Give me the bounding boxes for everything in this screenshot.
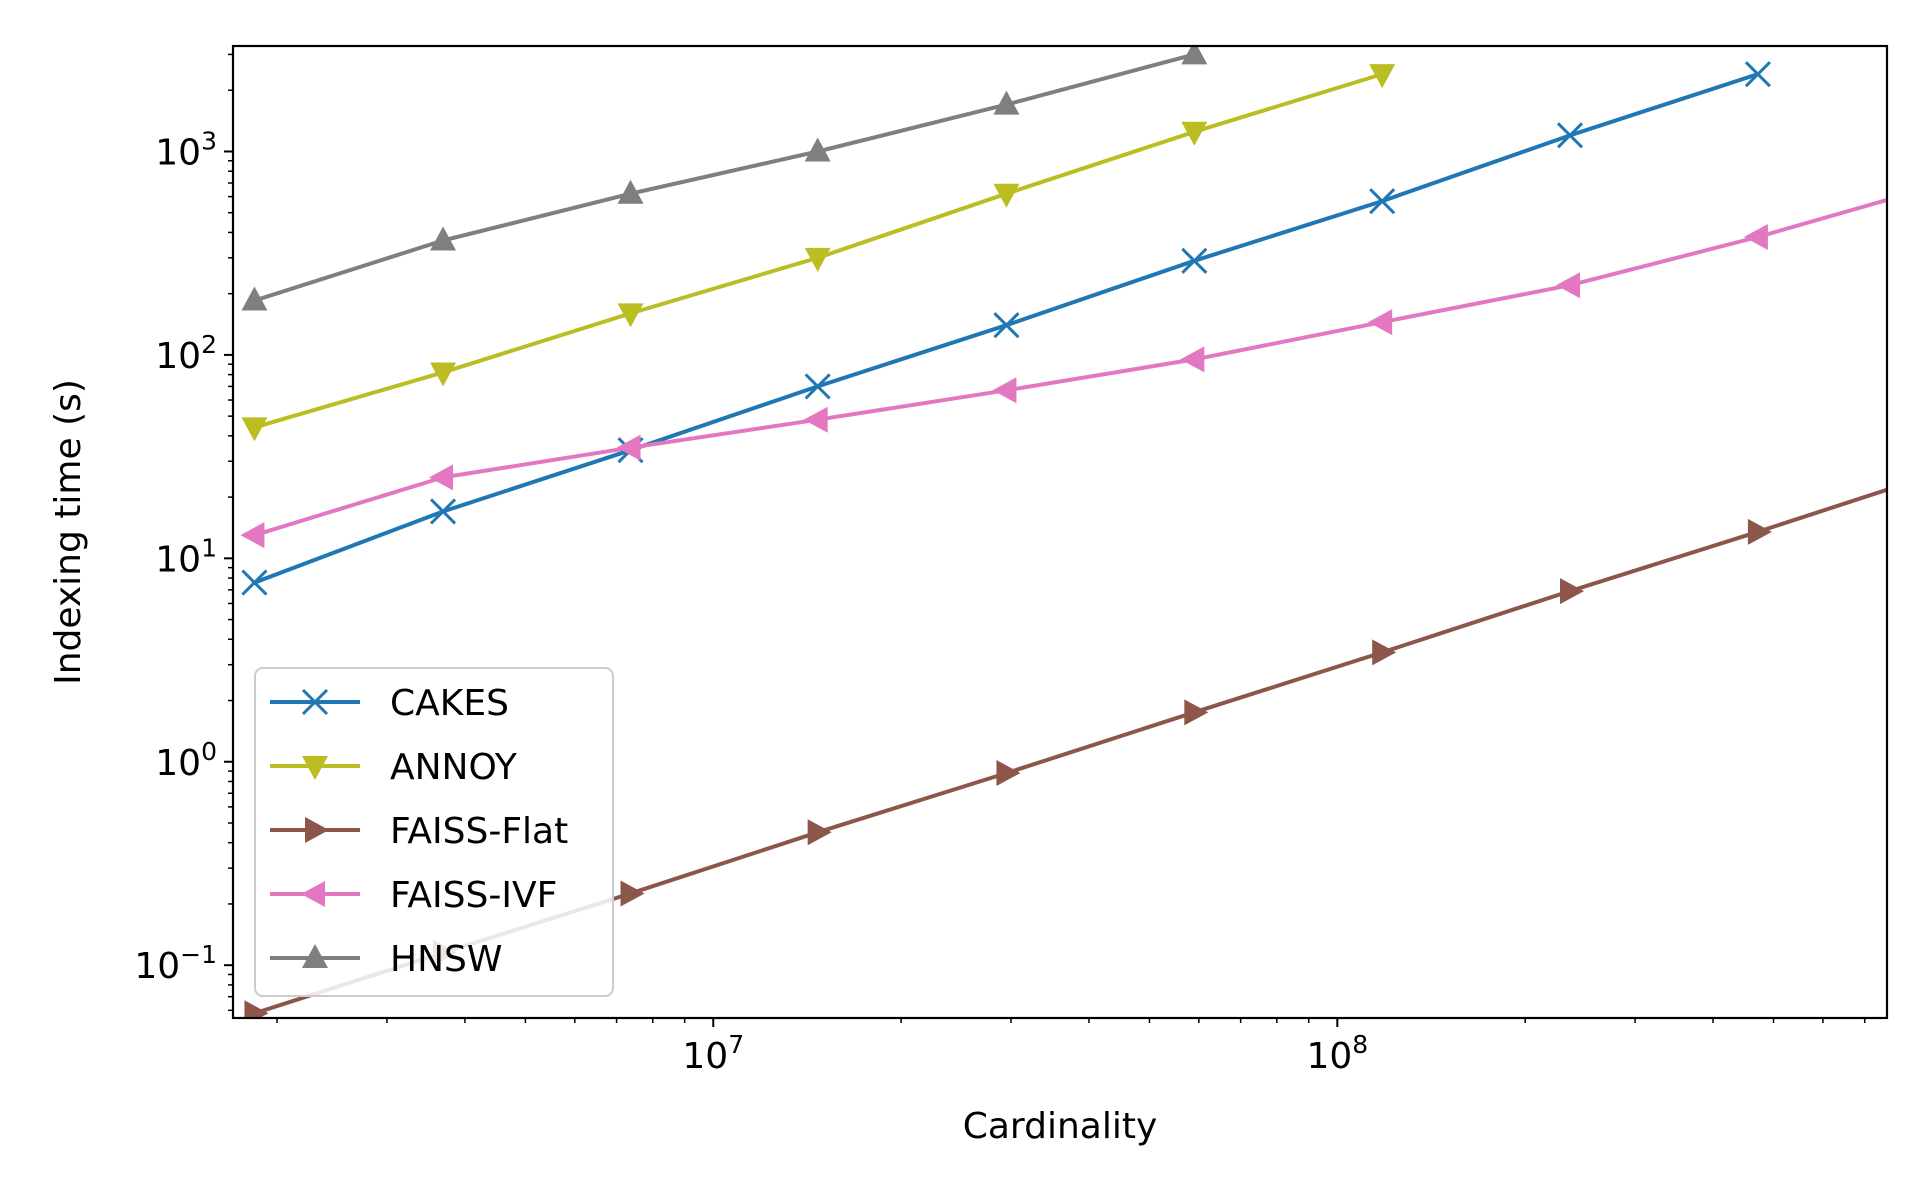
legend-item-faiss-flat: FAISS-Flat	[270, 811, 568, 852]
data-point-cakes	[1744, 61, 1771, 88]
legend-label-annoy: ANNOY	[390, 747, 518, 788]
data-point-hnsw	[617, 179, 644, 204]
data-point-faiss-ivf	[616, 434, 641, 461]
data-point-annoy	[430, 362, 457, 387]
legend-marker-annoy	[302, 756, 328, 780]
y-tick-label: 101	[155, 533, 217, 580]
legend-label-hnsw: HNSW	[390, 939, 502, 980]
legend-item-faiss-ivf: FAISS-IVF	[270, 875, 557, 916]
legend-marker-faiss-flat	[305, 817, 329, 843]
plot-frame	[231, 44, 1889, 1020]
data-point-faiss-ivf	[1743, 223, 1768, 250]
data-point-hnsw	[1181, 46, 1208, 65]
data-point-cakes	[993, 312, 1020, 339]
data-point-faiss-flat	[620, 880, 645, 907]
legend-item-annoy: ANNOY	[270, 747, 518, 788]
x-axis-label: Cardinality	[963, 1106, 1158, 1147]
data-point-annoy	[1181, 121, 1208, 146]
data-point-faiss-ivf	[1556, 272, 1581, 299]
legend-label-faiss-flat: FAISS-Flat	[390, 811, 568, 852]
data-point-annoy	[617, 303, 644, 328]
legend-marker-faiss-ivf	[301, 881, 325, 907]
data-point-faiss-ivf	[1180, 346, 1205, 373]
x-tick-label: 108	[1306, 1030, 1368, 1077]
data-point-cakes	[1181, 247, 1208, 274]
data-point-faiss-flat	[1560, 578, 1585, 605]
y-axis-label: Indexing time (s)	[48, 379, 89, 685]
data-point-faiss-ivf	[1368, 309, 1393, 336]
data-point-hnsw	[804, 137, 831, 162]
data-point-faiss-flat	[1747, 518, 1772, 545]
y-tick-label: 102	[155, 330, 217, 377]
data-point-hnsw	[993, 90, 1020, 115]
data-point-cakes	[1556, 122, 1584, 149]
legend-label-cakes: CAKES	[390, 683, 509, 724]
data-point-faiss-ivf	[429, 464, 454, 491]
data-point-cakes	[241, 569, 268, 596]
data-point-annoy	[241, 417, 268, 442]
data-point-faiss-ivf	[240, 522, 265, 549]
series-hnsw	[241, 46, 1208, 311]
data-point-cakes	[429, 498, 457, 525]
data-point-hnsw	[430, 226, 457, 251]
legend: CAKES ANNOY FAISS-Flat FAISS-IVF HNSW	[254, 667, 614, 997]
data-point-cakes	[804, 373, 831, 400]
legend-item-hnsw: HNSW	[270, 939, 502, 980]
axis-ticks: 107 108 10−1 100 101 102 103	[134, 53, 1866, 1077]
data-point-faiss-flat	[244, 1000, 269, 1018]
data-point-faiss-ivf	[803, 406, 828, 433]
data-point-annoy	[804, 247, 831, 272]
series-faiss-ivf	[240, 197, 1887, 549]
data-point-annoy	[1369, 64, 1396, 89]
legend-label-faiss-ivf: FAISS-IVF	[390, 875, 557, 916]
legend-marker-hnsw	[302, 944, 328, 968]
y-tick-label: 100	[155, 737, 217, 784]
data-point-annoy	[993, 183, 1020, 208]
legend-item-cakes: CAKES	[270, 683, 509, 724]
series-line-faiss-ivf	[253, 197, 1887, 538]
series-cakes	[241, 61, 1771, 596]
series-line-hnsw	[253, 52, 1195, 303]
data-point-faiss-flat	[807, 819, 832, 846]
legend-marker-cakes	[301, 688, 329, 716]
data-point-cakes	[1369, 188, 1396, 215]
data-point-faiss-flat	[1372, 639, 1397, 666]
legend-box	[254, 667, 614, 997]
data-point-hnsw	[241, 286, 268, 311]
data-point-faiss-ivf	[992, 377, 1017, 404]
series-annoy	[241, 64, 1396, 442]
data-point-faiss-flat	[996, 760, 1021, 787]
series-layer	[240, 46, 1887, 1018]
data-point-faiss-flat	[1184, 699, 1209, 726]
y-tick-label: 10−1	[134, 940, 217, 987]
x-tick-label: 107	[682, 1030, 744, 1077]
y-tick-label: 103	[155, 126, 217, 173]
